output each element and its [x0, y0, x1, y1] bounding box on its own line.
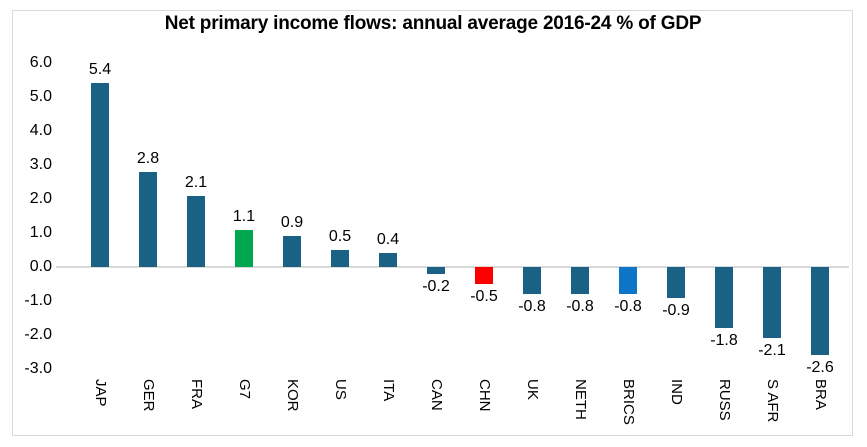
bar-FRA [187, 195, 205, 267]
category-label-KOR: KOR [284, 379, 301, 412]
category-label-NETH: NETH [572, 379, 589, 420]
y-tick-label: 4.0 [29, 122, 52, 139]
bar-value-label: -0.8 [614, 298, 642, 316]
bar-value-label: 2.8 [136, 149, 160, 167]
bar-value-label: -1.8 [710, 332, 738, 350]
category-label-ITA: ITA [380, 379, 397, 402]
y-tick-label: -1.0 [24, 292, 52, 309]
bar-value-label: -0.8 [518, 298, 546, 316]
bar-value-label: 0.9 [280, 214, 304, 232]
bar-IND [667, 267, 685, 298]
bar-JAP [91, 83, 109, 267]
category-label-FRA: FRA [188, 379, 205, 409]
bar-value-label: 5.4 [88, 61, 112, 79]
y-tick-label: 5.0 [29, 88, 52, 105]
bar-BRICS [619, 267, 637, 295]
category-label-BRA: BRA [812, 379, 829, 410]
bar-value-label: -2.6 [806, 359, 834, 377]
bar-CAN [427, 267, 445, 274]
chart-title: Net primary income flows: annual average… [164, 13, 702, 34]
category-label-CHN: CHN [476, 379, 493, 412]
zero-gridline [56, 266, 849, 268]
bar-ITA [379, 253, 397, 267]
category-label-GER: GER [140, 379, 157, 412]
bar-value-label: -0.9 [662, 301, 690, 319]
y-tick-label: 0.0 [29, 258, 52, 275]
bar-value-label: -2.1 [758, 342, 786, 360]
bar-UK [523, 267, 541, 295]
bar-value-label: -0.8 [566, 298, 594, 316]
y-tick-label: 6.0 [29, 54, 52, 71]
bar-value-label: 0.4 [376, 231, 400, 249]
category-label-IND: IND [668, 379, 685, 405]
bar-value-label: 1.1 [232, 207, 256, 225]
bar-BRA [811, 267, 829, 356]
y-tick-label: -3.0 [24, 360, 52, 377]
category-label-JAP: JAP [92, 379, 109, 407]
category-label-BRICS: BRICS [620, 379, 637, 425]
y-tick-label: -2.0 [24, 326, 52, 343]
bar-value-label: -0.2 [422, 277, 450, 295]
category-label-CAN: CAN [428, 379, 445, 411]
y-tick-label: 2.0 [29, 190, 52, 207]
category-label-US: US [332, 379, 349, 400]
y-tick-label: 1.0 [29, 224, 52, 241]
bar-KOR [283, 236, 301, 267]
category-label-RUSS: RUSS [716, 379, 733, 421]
bar-CHN [475, 267, 493, 284]
bar-G7 [235, 229, 253, 267]
bar-US [331, 250, 349, 267]
category-label-S-AFR: S AFR [764, 379, 781, 423]
bar-GER [139, 171, 157, 267]
bar-NETH [571, 267, 589, 295]
bar-S-AFR [763, 267, 781, 339]
bar-value-label: -0.5 [470, 288, 498, 305]
bar-RUSS [715, 267, 733, 329]
bar-value-label: 2.1 [184, 173, 208, 191]
bar-value-label: 0.5 [328, 228, 352, 245]
y-tick-label: 3.0 [29, 156, 52, 173]
category-label-G7: G7 [236, 379, 253, 400]
category-label-UK: UK [524, 379, 541, 400]
